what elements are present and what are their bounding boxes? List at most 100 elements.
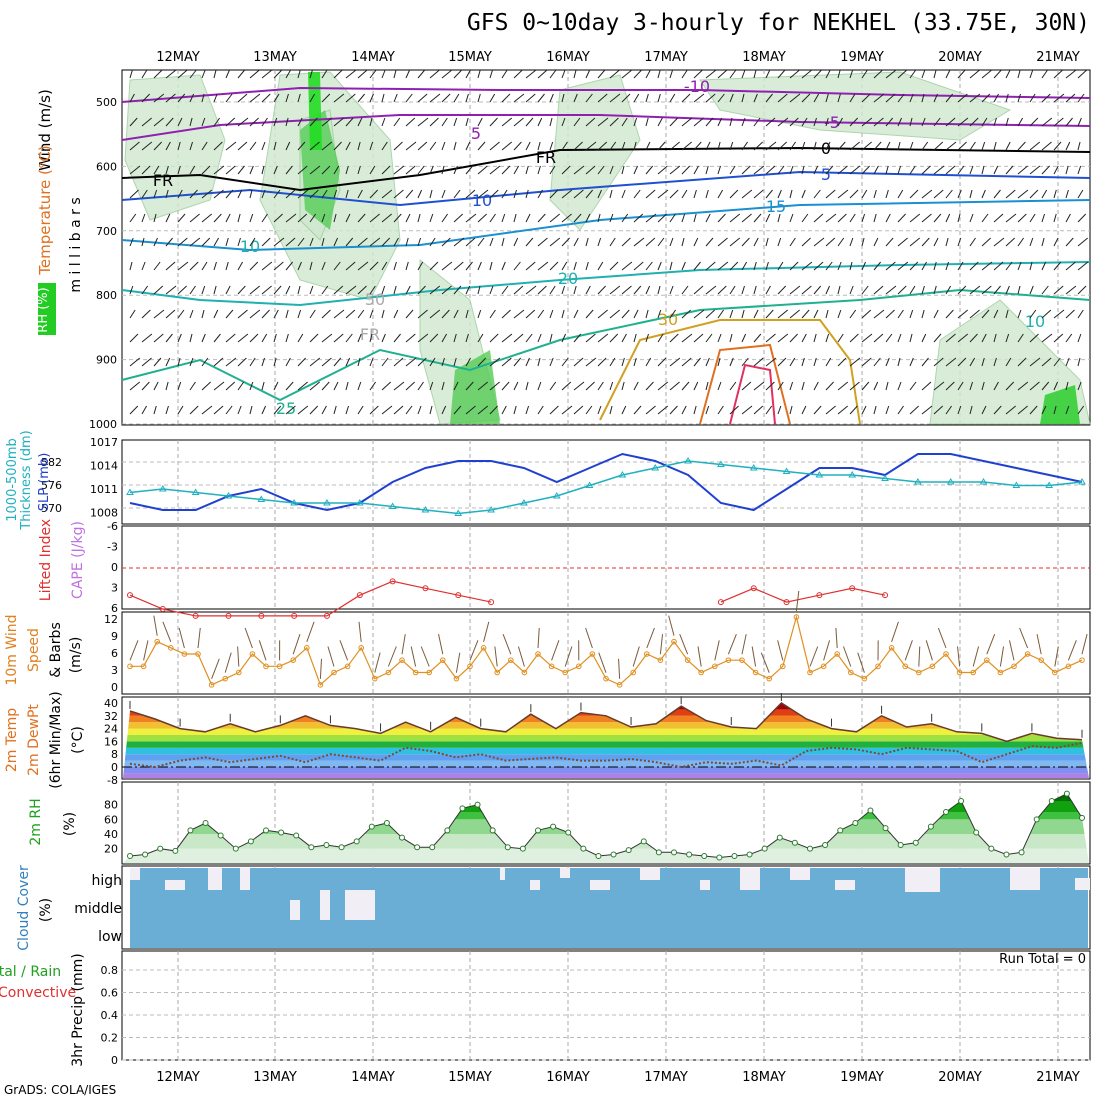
surface-wind-barb — [957, 646, 961, 667]
wind-barb — [321, 405, 327, 415]
wind-barb — [417, 381, 424, 391]
wind-barb — [765, 117, 776, 127]
thickness-point — [618, 471, 627, 478]
wind-barb — [705, 405, 710, 415]
wind-speed-point — [508, 657, 514, 663]
wind-barb — [885, 333, 893, 343]
wind-barb — [465, 117, 469, 127]
wind-speed-point — [1052, 669, 1058, 676]
wind-barb — [789, 213, 794, 223]
wind-barb — [141, 381, 150, 391]
wind-barb — [429, 381, 434, 391]
wind-barb — [285, 69, 291, 79]
wind-barb — [897, 213, 906, 223]
wind-barb — [873, 189, 877, 199]
wind-speed-point — [712, 663, 718, 670]
wind-barb — [513, 141, 522, 151]
wind-barb — [873, 237, 879, 247]
wind-barb — [957, 405, 962, 415]
wind-barb — [657, 141, 666, 151]
cloud-gap — [700, 880, 710, 890]
wind-barb — [765, 69, 771, 79]
surface-wind-barb — [564, 646, 573, 667]
wind-barb — [537, 357, 541, 367]
wind-speed-point — [929, 663, 936, 670]
wind-barb — [1029, 309, 1037, 319]
wind-barb — [969, 69, 980, 79]
wind-barb — [189, 405, 199, 415]
wind-barb — [729, 93, 734, 103]
wind-barb — [285, 381, 294, 391]
wind-barb — [381, 141, 388, 151]
wind-barb — [549, 309, 554, 319]
rh-point — [474, 801, 481, 808]
wind-barb — [513, 285, 524, 295]
surface-wind-barb — [925, 640, 933, 661]
li-point — [258, 612, 265, 619]
wind-barb — [825, 69, 831, 79]
wind-speed-point — [943, 651, 949, 657]
wind-barb — [1065, 165, 1069, 175]
wind-barb — [609, 405, 613, 415]
wind-barb — [681, 117, 693, 127]
surface-wind-barb — [585, 627, 593, 649]
surface-wind-barb — [224, 652, 232, 673]
wind-barb — [849, 261, 853, 271]
wind-barb — [357, 333, 362, 343]
wind-barb — [249, 165, 254, 175]
wind-barb — [813, 141, 817, 151]
wind-barb — [861, 213, 866, 223]
wind-barb — [921, 381, 932, 391]
contour-label: 10 — [240, 237, 260, 256]
wind-barb — [369, 165, 376, 175]
wind-barb — [693, 165, 699, 175]
wind-barb — [801, 357, 805, 367]
wind-barb — [501, 333, 513, 343]
wind-barb — [657, 357, 667, 367]
contour-label: 10 — [472, 191, 492, 210]
wind-barb — [261, 261, 273, 271]
thickness-point — [323, 499, 331, 506]
wind-barb — [201, 189, 213, 199]
wind-barb — [741, 69, 746, 79]
wind-barb — [633, 237, 645, 247]
wind-barb — [849, 237, 854, 247]
wind-barb — [453, 117, 458, 127]
axis-label-convective: Convective — [0, 985, 76, 1001]
wind-barb — [273, 285, 282, 295]
wind-barb — [945, 189, 953, 199]
wind-barb — [729, 309, 734, 319]
wind-barb — [333, 405, 337, 415]
wind-barb — [1053, 357, 1061, 367]
wind-barb — [201, 117, 206, 127]
wind-speed-point — [916, 669, 922, 676]
wind-barb — [489, 285, 494, 295]
wind-barb — [537, 285, 547, 295]
wind-barb — [645, 189, 656, 199]
wind-barb — [381, 189, 393, 199]
wind-barb — [321, 189, 328, 199]
wind-barb — [753, 381, 765, 391]
wind-barb — [801, 333, 807, 343]
wind-barb — [621, 309, 630, 319]
wind-speed-point — [236, 669, 242, 676]
wind-barb — [477, 405, 489, 415]
wind-barb — [969, 261, 979, 271]
wind-speed-point — [344, 663, 351, 670]
wind-barb — [213, 165, 225, 175]
rh-point — [973, 829, 980, 836]
wind-barb — [969, 165, 974, 175]
wind-barb — [729, 237, 741, 247]
contour-label: 15 — [766, 197, 786, 216]
wind-barb — [525, 141, 531, 151]
thickness-point — [651, 464, 660, 471]
wind-barb — [777, 213, 781, 223]
wind-barb — [501, 261, 506, 271]
wind-barb — [501, 141, 513, 151]
wind-barb — [357, 237, 368, 247]
wind-barb — [189, 213, 200, 223]
dewpoint-line — [129, 742, 1083, 769]
date-label-top: 14MAY — [351, 50, 395, 65]
rh-point — [761, 845, 768, 852]
wind-barb — [645, 261, 653, 271]
